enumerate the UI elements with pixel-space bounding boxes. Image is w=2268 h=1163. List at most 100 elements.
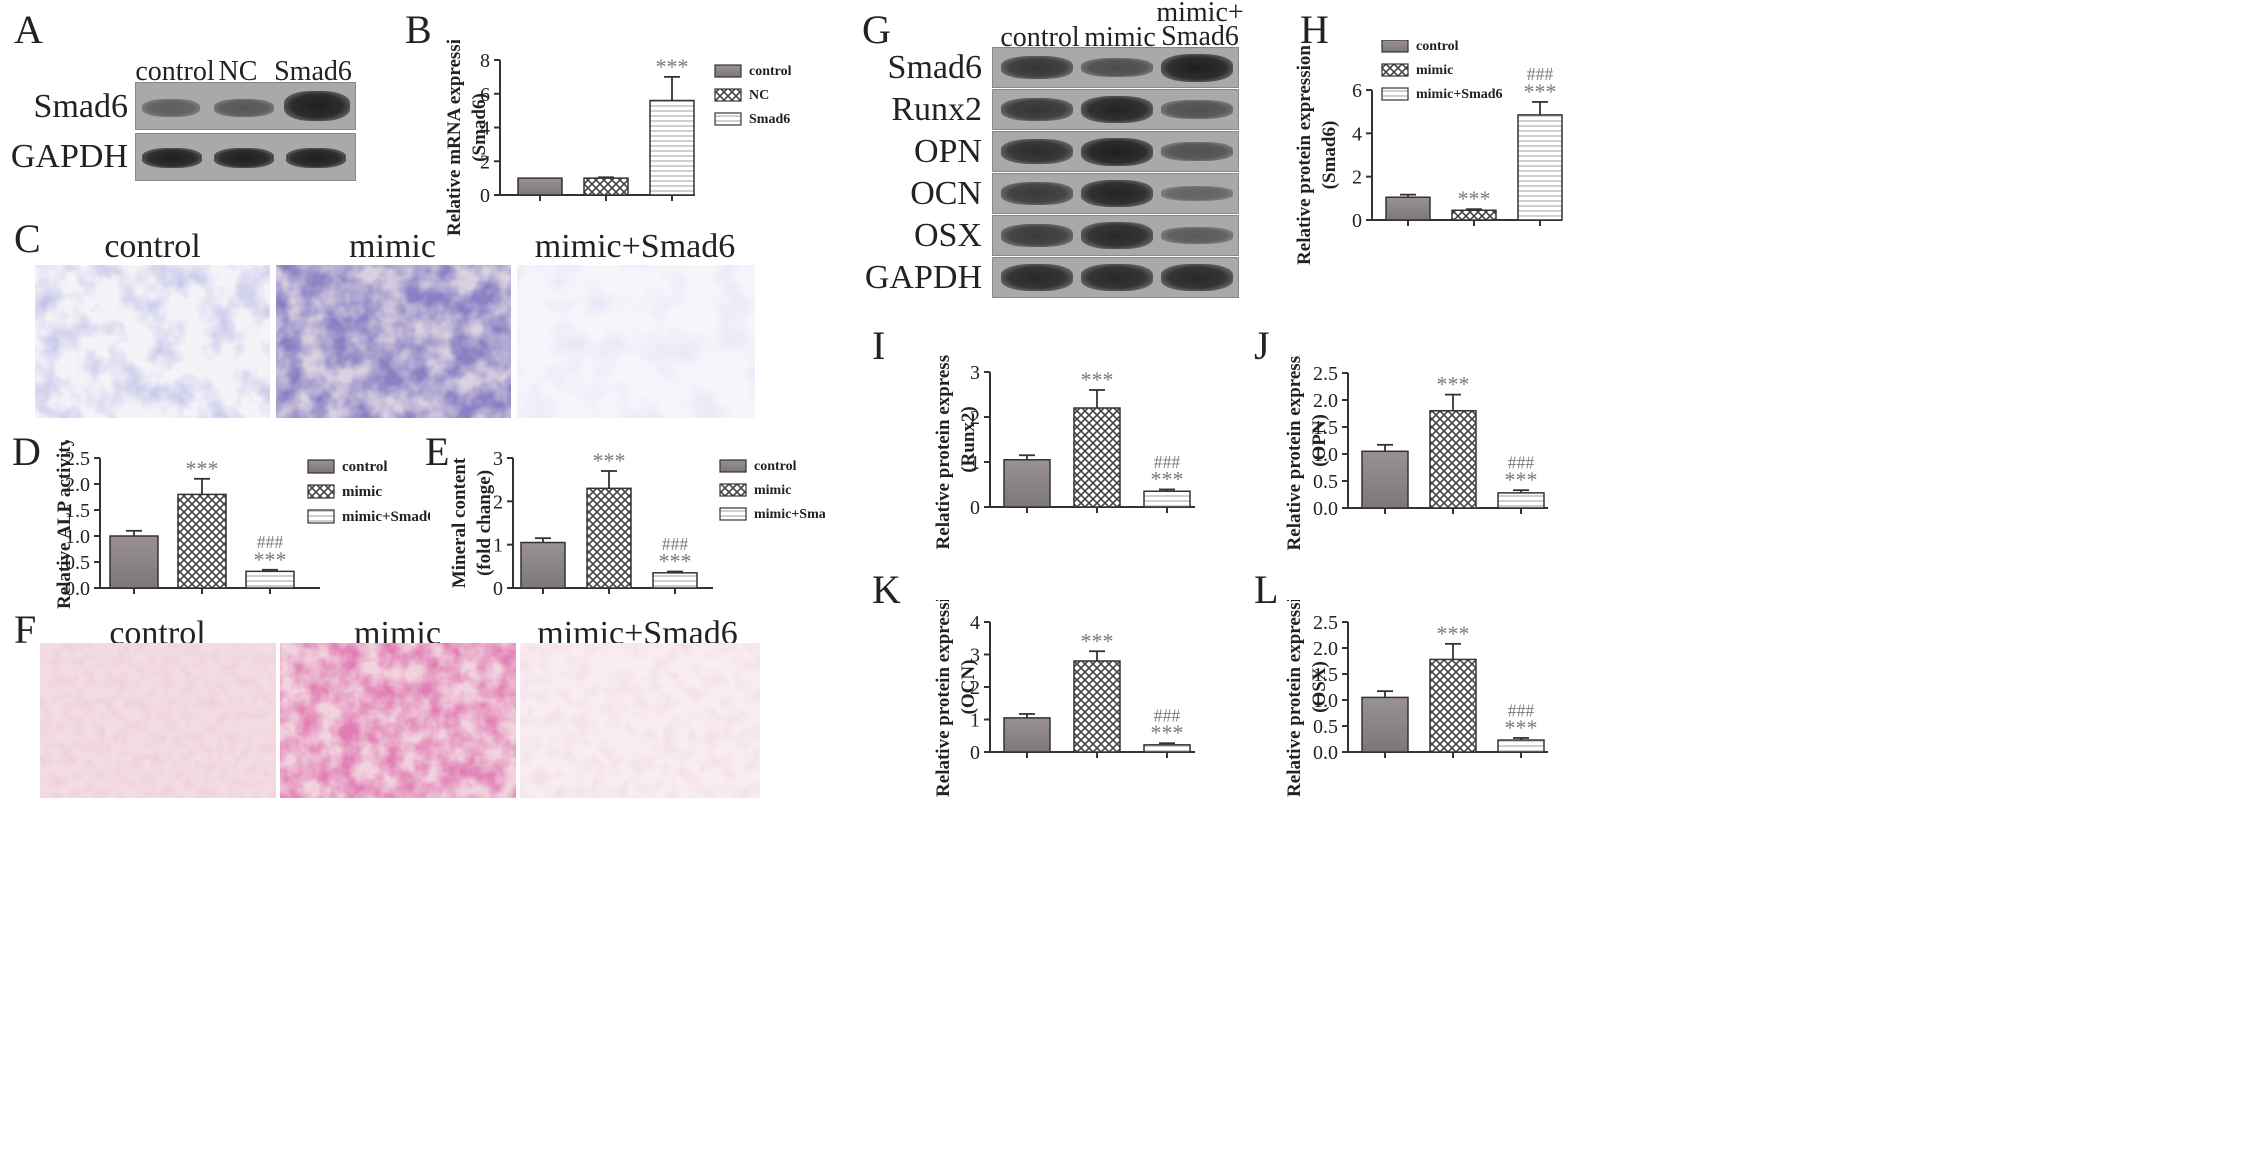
bar-mimic+Smad6	[652, 572, 698, 589]
bar-mimic+Smad6	[1143, 744, 1191, 753]
legend-swatch	[719, 483, 747, 497]
panel-letter-j: J	[1254, 323, 1270, 368]
legend-swatch	[1381, 87, 1409, 101]
y-tick-label: 6	[1352, 80, 1362, 102]
y-tick-label: 2.0	[1313, 390, 1338, 412]
y-tick-label: 2	[480, 151, 490, 173]
panel-letter-a: A	[14, 7, 43, 52]
legend-label: NC	[749, 88, 769, 103]
bar-mimic+Smad6	[245, 570, 295, 589]
panel-letter-g: G	[862, 7, 891, 52]
y-axis-label-2: (Runx2)	[958, 406, 979, 473]
blot-g-row-ocn: OCN	[910, 175, 982, 212]
legend-label: control	[749, 64, 792, 79]
blot-a-strip-smad6	[135, 82, 356, 130]
blot-a-lane-control: control	[135, 56, 215, 87]
blot-g-row-osx: OSX	[913, 217, 982, 254]
bar-control	[520, 541, 566, 589]
panel-letter-l: L	[1254, 567, 1279, 612]
bar-control	[1361, 450, 1409, 509]
y-tick-label: 2.0	[65, 474, 90, 496]
y-axis-label: Relative protein expression	[933, 600, 954, 797]
blot-g-strip-ocn	[992, 173, 1239, 214]
y-tick-label: 0.5	[1313, 471, 1338, 493]
significance-label-2: ###	[257, 532, 284, 552]
legend-swatch	[307, 459, 335, 474]
blot-a-row-gapdh: GAPDH	[10, 138, 128, 175]
y-tick-label: 2	[970, 677, 980, 699]
blot-g-band	[1001, 97, 1073, 122]
chart-i: 0 1 2 3 Relative protein expression (Runx2) **…	[933, 355, 1195, 549]
micrograph-f-mimic-smad6	[520, 643, 760, 798]
micrograph-c-mimic-image	[276, 265, 511, 418]
legend-label: control	[754, 459, 797, 474]
y-tick-label: 3	[970, 645, 980, 667]
significance-label-2: ###	[1508, 700, 1535, 720]
y-axis-label: Relative mRNA expression	[444, 40, 465, 236]
y-axis-label-2: (Smad6)	[469, 93, 490, 162]
blot-g-row-runx2: Runx2	[891, 91, 982, 128]
blot-g-band	[1081, 264, 1153, 291]
bar-mimic	[1073, 407, 1121, 508]
significance-label: ***	[656, 54, 689, 79]
bar-Smad6	[649, 99, 695, 196]
blot-g-band	[1081, 179, 1153, 208]
panel-letter-f: F	[14, 607, 37, 652]
legend-label: mimic+Smad6	[342, 509, 430, 525]
blot-g-band	[1161, 142, 1233, 161]
micrograph-f-control	[40, 643, 276, 798]
legend-label: mimic	[754, 483, 791, 498]
y-tick-label: 1.5	[65, 500, 90, 522]
legend-swatch	[714, 64, 742, 78]
y-axis-label: Mineral content	[449, 457, 470, 588]
panel-letter-c: C	[14, 216, 41, 261]
significance-label: ***	[1151, 466, 1184, 491]
chart-j: 0.0 0.5 1.0 1.5 2.0 2.5 Relative protein expre…	[1284, 355, 1548, 550]
blot-a-lane-smad6: Smad6	[274, 56, 352, 87]
y-axis-label-2: (Smad6)	[1319, 121, 1340, 190]
y-axis-label-2: (OCN)	[958, 660, 979, 715]
blot-a-band	[142, 99, 200, 117]
significance-label: ***	[1505, 467, 1538, 492]
y-tick-label: 1.0	[1313, 690, 1338, 712]
chart-k: 0 1 2 3 4 Relative protein expression (OCN) ***…	[933, 600, 1195, 797]
y-axis-label-2: (fold change)	[474, 470, 495, 576]
y-tick-label: 1.5	[1313, 417, 1338, 439]
significance-label-2: ###	[1508, 452, 1535, 472]
blot-g-strip-runx2	[992, 89, 1239, 130]
chart-h: 0 2 4 6 Relative protein expression (Smad6) **…	[1294, 40, 1563, 265]
legend-swatch	[307, 509, 335, 524]
blot-a-band	[214, 148, 274, 168]
y-tick-label: 0	[493, 578, 503, 600]
y-tick-label: 2.5	[1313, 612, 1338, 634]
blot-g-row-opn: OPN	[913, 133, 982, 170]
micrograph-f-mimic	[280, 643, 516, 798]
significance-label: ***	[186, 456, 219, 481]
y-tick-label: 1	[970, 452, 980, 474]
blot-g-band	[1081, 95, 1153, 124]
bar-mimic+Smad6	[1497, 492, 1545, 509]
blot-g-band	[1001, 182, 1073, 205]
micro-c-title-mimic: mimic	[349, 228, 436, 265]
y-tick-label: 0.0	[65, 578, 90, 600]
legend-label: mimic	[342, 484, 382, 500]
significance-label: ***	[254, 547, 287, 572]
y-axis-label: Relative ALP activity	[54, 440, 75, 609]
blot-a-strip-gapdh	[135, 133, 356, 181]
micro-c-title-mimic-smad6: mimic+Smad6	[534, 228, 736, 265]
panel-letter-i: I	[872, 323, 886, 368]
y-tick-label: 2	[1352, 167, 1362, 189]
legend-swatch	[719, 459, 747, 473]
significance-label: ***	[1437, 372, 1470, 397]
micrograph-c-mimic	[276, 265, 511, 418]
blot-a-band	[284, 91, 350, 121]
chart-l: 0.0 0.5 1.0 1.5 2.0 2.5 Relative protein expre…	[1284, 600, 1548, 797]
micrograph-f-mimic-image	[280, 643, 516, 798]
significance-label: ***	[1081, 628, 1114, 653]
bar-mimic	[1451, 209, 1497, 221]
y-axis-label: Relative protein expression	[1284, 355, 1305, 550]
y-tick-label: 0.5	[65, 552, 90, 574]
bar-control	[109, 535, 159, 589]
